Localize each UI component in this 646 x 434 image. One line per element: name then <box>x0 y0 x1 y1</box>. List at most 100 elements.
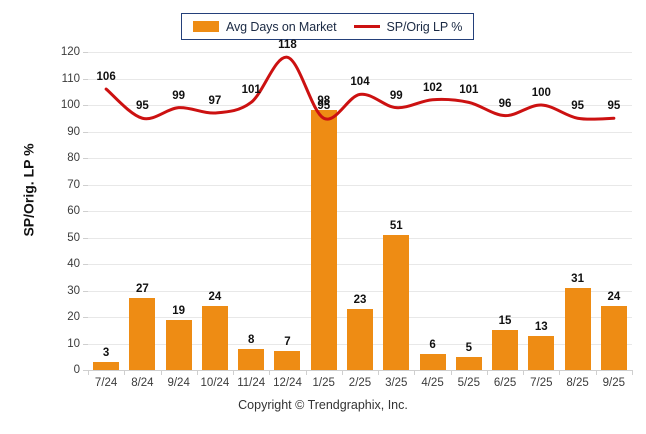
y-axis-tick-label: 110 <box>61 72 80 85</box>
y-axis-tick-mark <box>83 131 88 133</box>
line-value-label: 101 <box>459 84 479 97</box>
bar[interactable] <box>238 348 265 370</box>
bar-series: 3 27 19 24 8 7 98 23 51 6 5 15 13 31 24 <box>88 52 632 370</box>
legend-item-label: SP/Orig LP % <box>386 19 463 34</box>
line-value-label: 95 <box>317 100 331 113</box>
bar-value-label: 13 <box>534 320 548 333</box>
bar-value-label: 19 <box>172 304 186 317</box>
y-axis-tick-label: 0 <box>73 364 80 376</box>
bar[interactable] <box>129 298 156 370</box>
bar[interactable] <box>201 306 228 370</box>
x-axis-tick-mark <box>124 370 126 375</box>
x-axis-tick-label: 8/25 <box>566 377 589 389</box>
bar-slot: 6 <box>414 52 450 370</box>
y-axis-tick-mark <box>83 211 88 212</box>
copyright-footer: Copyright © Trendgraphix, Inc. <box>238 398 408 412</box>
bar[interactable] <box>93 362 120 370</box>
x-axis-tick-mark <box>450 370 452 375</box>
chart-legend: Avg Days on Market SP/Orig LP % <box>181 13 475 40</box>
x-axis-tick-mark <box>378 370 380 375</box>
bar[interactable] <box>564 287 591 370</box>
y-axis-tick-mark <box>83 52 88 53</box>
x-axis-tick-mark <box>88 370 89 375</box>
bar-value-label: 3 <box>102 347 110 360</box>
y-axis-tick-label: 90 <box>67 125 80 138</box>
line-value-label: 118 <box>278 39 297 52</box>
y-axis-tick-label: 60 <box>67 205 80 217</box>
x-axis-tick-label: 7/24 <box>94 377 118 389</box>
x-axis-tick-mark <box>160 370 162 375</box>
bar[interactable] <box>346 309 373 370</box>
y-axis-tick-label: 50 <box>67 231 80 244</box>
x-axis-tick-label: 4/25 <box>421 377 444 389</box>
x-axis-line <box>88 370 632 371</box>
bar-value-label: 31 <box>571 272 584 285</box>
gridline <box>88 158 632 159</box>
bar[interactable] <box>419 354 446 370</box>
gridline <box>88 237 632 239</box>
bar-slot: 5 <box>451 52 487 370</box>
gridline <box>88 105 632 106</box>
gridline <box>88 184 632 186</box>
x-axis-tick-mark <box>341 370 343 375</box>
gridline <box>88 52 632 53</box>
legend-item-sp-orig-lp-pct[interactable]: SP/Orig LP % <box>353 19 463 34</box>
y-axis-tick-label: 20 <box>67 311 80 323</box>
bar[interactable] <box>528 335 555 370</box>
y-axis-tick-mark <box>83 184 88 186</box>
bar-value-label: 98 <box>317 95 331 108</box>
line-value-label: 97 <box>208 94 222 107</box>
bar[interactable] <box>492 330 519 370</box>
y-axis-tick-mark <box>83 158 88 159</box>
bar[interactable] <box>455 356 482 370</box>
y-axis-tick-label: 10 <box>67 337 80 350</box>
y-axis-tick-label: 120 <box>60 46 80 58</box>
bar-slot: 15 <box>487 52 523 370</box>
x-axis-tick-label: 2/25 <box>348 377 372 389</box>
gridline <box>88 264 632 265</box>
legend-item-avg-days-on-market[interactable]: Avg Days on Market <box>193 20 337 34</box>
x-axis-tick-label: 9/25 <box>602 377 626 389</box>
line-value-label: 99 <box>389 89 403 102</box>
x-axis-tick-label: 11/24 <box>237 377 266 389</box>
y-axis-tick-mark <box>83 343 88 345</box>
y-axis-tick-label: 40 <box>67 258 80 270</box>
x-axis-tick-label: 12/24 <box>273 377 302 389</box>
gridline <box>88 211 632 212</box>
x-axis-tick-mark <box>595 370 597 375</box>
bar[interactable] <box>274 351 301 370</box>
y-axis-tick-label: 100 <box>60 99 80 111</box>
bar-value-label: 7 <box>284 336 291 349</box>
bar-slot: 24 <box>596 52 632 370</box>
y-axis-tick-mark <box>83 105 88 106</box>
line-value-label: 95 <box>607 100 621 113</box>
bar-value-label: 51 <box>389 219 403 232</box>
y-axis-tick-mark <box>83 370 88 371</box>
line-value-label: 106 <box>96 71 116 84</box>
bar[interactable] <box>310 110 337 370</box>
bar-value-label: 24 <box>607 291 621 304</box>
gridline <box>88 78 632 80</box>
bar-slot: 7 <box>269 52 305 370</box>
bar[interactable] <box>600 306 627 370</box>
x-axis-tick-mark <box>233 370 235 375</box>
bar[interactable] <box>383 234 410 370</box>
bar-value-label: 8 <box>247 333 255 346</box>
bar-slot: 27 <box>124 52 160 370</box>
bar-swatch-icon <box>193 21 219 32</box>
x-axis-tick-label: 1/25 <box>312 377 335 389</box>
bar-slot: 13 <box>523 52 559 370</box>
x-axis-tick-label: 10/24 <box>200 377 230 389</box>
x-axis-tick-mark <box>196 370 198 375</box>
bar-value-label: 23 <box>353 294 367 307</box>
bar-value-label: 5 <box>465 341 472 354</box>
x-axis-tick-mark <box>523 370 525 375</box>
bar[interactable] <box>165 319 192 370</box>
bar-value-label: 24 <box>208 291 222 304</box>
x-axis-tick-label: 3/25 <box>385 377 408 389</box>
line-series <box>88 52 632 370</box>
gridline <box>88 290 632 292</box>
bar-value-label: 15 <box>498 315 512 328</box>
legend-item-label: Avg Days on Market <box>226 19 337 34</box>
